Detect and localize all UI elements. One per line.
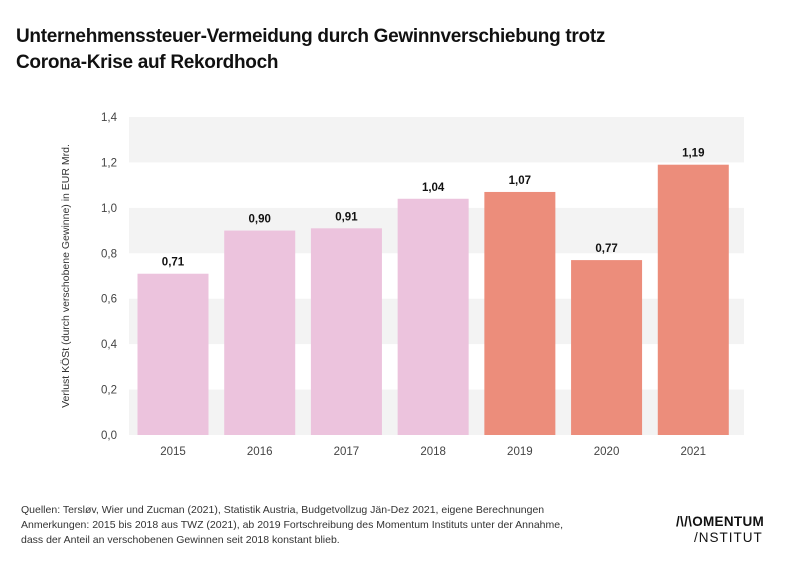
- logo-line-2: /NSTITUT: [694, 530, 763, 545]
- y-tick-label: 1,0: [101, 203, 117, 215]
- notes-line-2: dass der Anteil an verschobenen Gewinnen…: [21, 534, 340, 546]
- y-tick-label: 0,0: [101, 430, 117, 442]
- source-notes: Quellen: Tersløv, Wier und Zucman (2021)…: [21, 503, 563, 548]
- bar-2020: [571, 260, 643, 435]
- y-tick-label: 0,6: [101, 294, 117, 306]
- notes-line-1: Anmerkungen: 2015 bis 2018 aus TWZ (2021…: [21, 519, 564, 531]
- x-tick-label: 2021: [680, 446, 706, 458]
- y-tick-label: 1,4: [101, 112, 118, 124]
- value-label-2016: 0,90: [249, 214, 271, 226]
- y-axis-label: Verlust KÖSt (durch verschobene Gewinne)…: [60, 144, 72, 408]
- chart-title-line-1: Unternehmenssteuer-Vermeidung durch Gewi…: [16, 26, 606, 47]
- y-tick-label: 0,4: [101, 339, 118, 351]
- bar-2019: [484, 191, 556, 435]
- value-label-2021: 1,19: [682, 148, 704, 160]
- bars: [137, 164, 729, 435]
- y-tick-label: 0,2: [101, 385, 117, 397]
- bar-2021: [657, 164, 729, 435]
- momentum-institut-logo: /\/\OMENTUM /NSTITUT: [676, 514, 764, 546]
- bar-2016: [224, 230, 296, 435]
- value-label-2015: 0,71: [162, 257, 185, 269]
- value-label-2018: 1,04: [422, 182, 445, 194]
- value-label-2019: 1,07: [509, 175, 531, 187]
- x-tick-label: 2019: [507, 446, 533, 458]
- y-tick-label: 1,2: [101, 157, 117, 169]
- chart-title-line-2: Corona-Krise auf Rekordhoch: [16, 52, 279, 73]
- bar-2015: [137, 273, 209, 435]
- value-label-2017: 0,91: [335, 211, 358, 223]
- x-tick-label: 2020: [594, 446, 620, 458]
- x-axis-ticks: 2015 2016 2017 2018 2019 2020 2021: [160, 446, 706, 458]
- y-tick-label: 0,8: [101, 248, 117, 260]
- value-labels: 0,71 0,90 0,91 1,04 1,07 0,77 1,19: [162, 148, 705, 269]
- value-label-2020: 0,77: [595, 243, 617, 255]
- grid-band: [129, 117, 744, 163]
- bar-2018: [397, 198, 469, 435]
- x-tick-label: 2017: [334, 446, 360, 458]
- chart-title: Unternehmenssteuer-Vermeidung durch Gewi…: [16, 24, 605, 76]
- sources-line: Quellen: Tersløv, Wier und Zucman (2021)…: [21, 504, 545, 516]
- x-tick-label: 2016: [247, 446, 273, 458]
- logo-line-1: /\/\OMENTUM: [676, 514, 765, 529]
- x-tick-label: 2018: [420, 446, 446, 458]
- x-tick-label: 2015: [160, 446, 186, 458]
- bar-2017: [310, 228, 382, 435]
- y-axis-ticks: 0,0 0,2 0,4 0,6 0,8 1,0 1,2 1,4: [101, 112, 118, 442]
